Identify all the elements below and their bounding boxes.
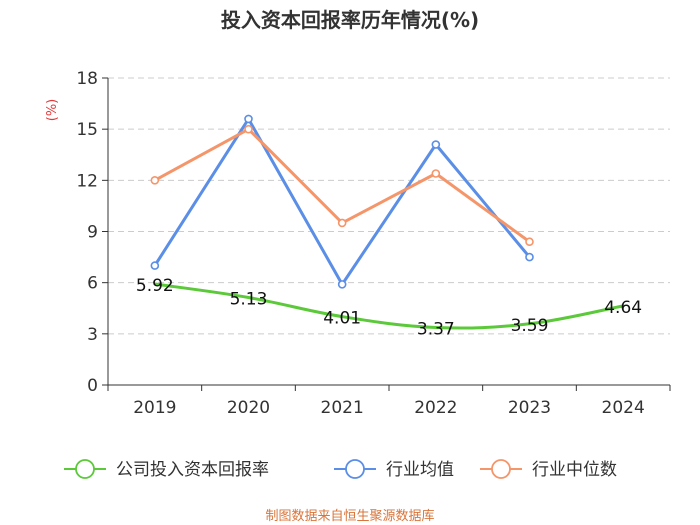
x-tick-label-2021: 2021: [321, 398, 364, 418]
data-label-2020: 5.13: [230, 290, 268, 310]
y-tick-label-9: 9: [87, 223, 98, 243]
data-label-2021: 4.01: [323, 309, 361, 329]
point-series1-2022: [431, 140, 441, 149]
legend-label-2[interactable]: 行业中位数: [532, 460, 617, 480]
y-tick-label-3: 3: [87, 325, 98, 345]
data-label-2019: 5.92: [136, 276, 174, 296]
source-note: 制图数据来自恒生聚源数据库: [265, 508, 434, 524]
point-series1-2019: [150, 261, 160, 270]
point-series2-2020: [244, 124, 253, 134]
legend-label-1[interactable]: 行业均值: [386, 460, 454, 480]
point-series2-2019: [150, 176, 160, 185]
x-tick-label-2019: 2019: [133, 398, 176, 418]
x-tick-label-2022: 2022: [414, 398, 457, 418]
y-tick-label-15: 15: [76, 120, 98, 140]
point-series2-2022: [431, 169, 441, 178]
series-line-0: [153, 282, 625, 330]
y-tick-label-0: 0: [87, 376, 98, 396]
x-tick-label-2024: 2024: [602, 398, 645, 418]
series-lines: [150, 114, 625, 330]
gridlines: [108, 77, 670, 335]
data-label-2022: 3.37: [417, 320, 455, 340]
y-tick-label-6: 6: [87, 274, 98, 294]
legend[interactable]: 公司投入资本回报率 行业均值 行业中位数: [64, 459, 617, 480]
legend-marker-0[interactable]: [75, 459, 95, 479]
legend-marker-1[interactable]: [345, 459, 365, 479]
point-series2-2023: [525, 237, 534, 247]
data-labels: 5.92 5.13 4.01 3.37 3.59 4.64: [136, 276, 642, 339]
data-label-2024: 4.64: [604, 298, 642, 318]
point-series1-2020: [244, 114, 253, 124]
x-tick-label-2023: 2023: [508, 398, 551, 418]
point-series1-2023: [525, 252, 534, 262]
y-axis-unit: (%): [45, 99, 60, 122]
point-series1-2021: [337, 280, 347, 289]
y-tick-label-18: 18: [76, 69, 98, 89]
axes: 0 3 6 9 12 15 18 2019 2020 2021 2022 2023 2024: [76, 69, 671, 418]
legend-marker-2[interactable]: [491, 459, 511, 479]
y-tick-label-12: 12: [76, 171, 98, 191]
data-label-2023: 3.59: [511, 316, 549, 336]
chart-title: 投入资本回报率历年情况(%): [221, 8, 479, 32]
legend-label-0[interactable]: 公司投入资本回报率: [116, 460, 269, 480]
point-series2-2021: [337, 218, 347, 228]
x-tick-label-2020: 2020: [227, 398, 270, 418]
